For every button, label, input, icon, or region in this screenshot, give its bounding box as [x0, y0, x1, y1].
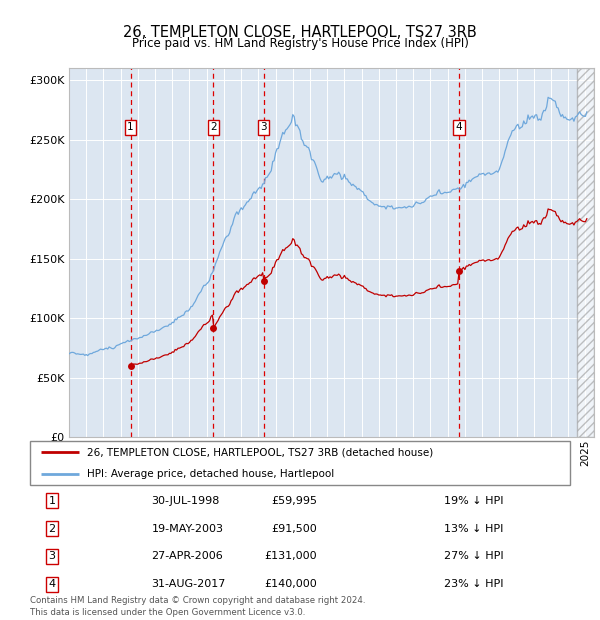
Text: 13% ↓ HPI: 13% ↓ HPI [444, 523, 503, 534]
FancyBboxPatch shape [30, 441, 570, 485]
Text: 1: 1 [49, 495, 56, 506]
Text: 4: 4 [456, 122, 463, 132]
Text: £91,500: £91,500 [271, 523, 317, 534]
Text: 19% ↓ HPI: 19% ↓ HPI [444, 495, 503, 506]
Text: 19-MAY-2003: 19-MAY-2003 [151, 523, 223, 534]
Text: £140,000: £140,000 [264, 579, 317, 590]
Text: £59,995: £59,995 [271, 495, 317, 506]
Text: 3: 3 [260, 122, 267, 132]
Text: 27% ↓ HPI: 27% ↓ HPI [444, 551, 503, 562]
Text: 26, TEMPLETON CLOSE, HARTLEPOOL, TS27 3RB (detached house): 26, TEMPLETON CLOSE, HARTLEPOOL, TS27 3R… [86, 447, 433, 458]
Text: 2: 2 [49, 523, 56, 534]
Bar [577, 68, 594, 437]
Text: 23% ↓ HPI: 23% ↓ HPI [444, 579, 503, 590]
Text: £131,000: £131,000 [265, 551, 317, 562]
Text: 1: 1 [127, 122, 134, 132]
Text: 31-AUG-2017: 31-AUG-2017 [151, 579, 226, 590]
Text: 3: 3 [49, 551, 56, 562]
Text: 4: 4 [49, 579, 56, 590]
Text: 2: 2 [210, 122, 217, 132]
Text: 30-JUL-1998: 30-JUL-1998 [151, 495, 220, 506]
Text: Price paid vs. HM Land Registry's House Price Index (HPI): Price paid vs. HM Land Registry's House … [131, 37, 469, 50]
Text: 27-APR-2006: 27-APR-2006 [151, 551, 223, 562]
Text: 26, TEMPLETON CLOSE, HARTLEPOOL, TS27 3RB: 26, TEMPLETON CLOSE, HARTLEPOOL, TS27 3R… [123, 25, 477, 40]
Text: Contains HM Land Registry data © Crown copyright and database right 2024.
This d: Contains HM Land Registry data © Crown c… [30, 596, 365, 617]
Text: HPI: Average price, detached house, Hartlepool: HPI: Average price, detached house, Hart… [86, 469, 334, 479]
